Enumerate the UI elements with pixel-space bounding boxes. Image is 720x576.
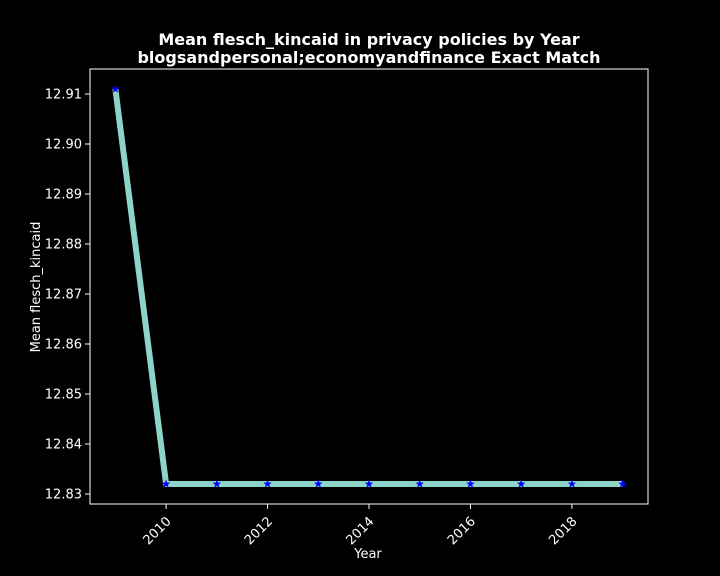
- y-tick-label: 12.87: [45, 288, 82, 303]
- y-tick-label: 12.88: [45, 238, 82, 253]
- data-point-star: [111, 84, 120, 93]
- data-point-star: [567, 479, 577, 488]
- x-axis-label: Year: [353, 547, 382, 562]
- x-tick-label: 2010: [141, 514, 175, 548]
- data-point-star: [516, 479, 526, 488]
- data-point-star: [364, 479, 374, 488]
- x-tick-label: 2016: [445, 514, 479, 548]
- y-tick-label: 12.90: [45, 138, 82, 153]
- y-tick-label: 12.83: [45, 488, 82, 503]
- y-tick-label: 12.84: [45, 438, 82, 453]
- data-point-star: [212, 479, 222, 488]
- x-tick-label: 2012: [242, 514, 276, 548]
- chart-subtitle: blogsandpersonal;economyandfinance Exact…: [137, 48, 600, 67]
- x-tick-label: 2014: [343, 514, 377, 548]
- y-tick-label: 12.89: [45, 188, 82, 203]
- data-point-star: [161, 479, 171, 488]
- plot-area: 2010 2012 2014 2016 2018 12.83 12.84 12.85 12.86…: [45, 68, 649, 548]
- data-point-star: [415, 479, 424, 488]
- x-tick-label: 2018: [546, 514, 580, 548]
- y-tick-label: 12.85: [45, 388, 82, 403]
- y-axis-label: Mean flesch_kincaid: [29, 222, 44, 353]
- data-point-star: [618, 479, 627, 488]
- data-point-star: [263, 479, 272, 488]
- y-tick-label: 12.86: [45, 338, 82, 353]
- series-line: [112, 88, 623, 487]
- y-tick-label: 12.91: [45, 88, 82, 103]
- plot-frame: [89, 68, 649, 505]
- chart-title: Mean flesch_kincaid in privacy policies …: [158, 30, 579, 49]
- data-point-star: [314, 479, 323, 488]
- data-point-star: [466, 479, 475, 488]
